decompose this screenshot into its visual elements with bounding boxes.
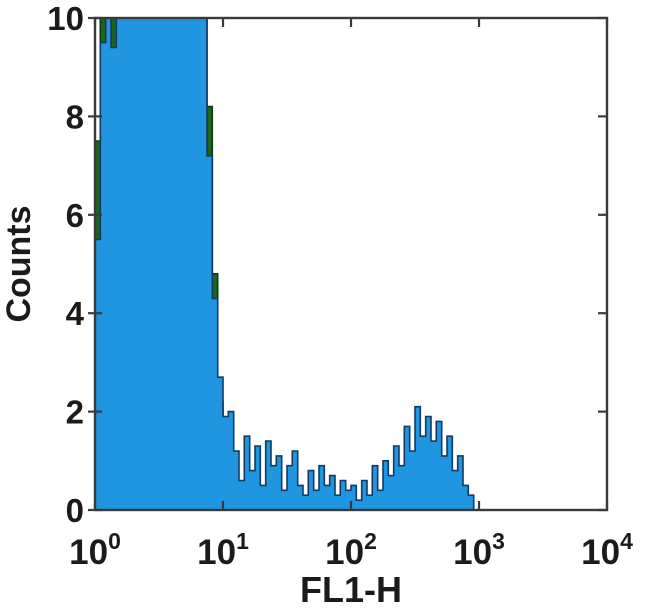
plot-frame bbox=[93, 16, 609, 512]
y-tick-label: 0 bbox=[66, 492, 84, 529]
histogram-series-group bbox=[94, 17, 607, 511]
y-tick-label: 6 bbox=[66, 197, 84, 234]
x-tick-label: 100 bbox=[69, 528, 121, 572]
x-tick-label: 102 bbox=[325, 528, 377, 572]
x-tick-label: 104 bbox=[581, 528, 633, 572]
y-tick-label: 8 bbox=[66, 98, 84, 135]
x-tick-label: 103 bbox=[453, 528, 505, 572]
x-tick-label: 101 bbox=[197, 528, 249, 572]
y-tick-label: 2 bbox=[66, 394, 84, 431]
y-tick-label: 4 bbox=[66, 295, 85, 332]
tick-labels-group: 0 2 4 6 8 10 100 101 102 103 104 bbox=[47, 0, 633, 572]
sample-blue-histogram bbox=[94, 17, 607, 511]
y-axis-label: Counts bbox=[0, 205, 38, 322]
y-tick-label: 10 bbox=[47, 0, 84, 37]
x-axis-label: FL1-H bbox=[300, 569, 402, 610]
